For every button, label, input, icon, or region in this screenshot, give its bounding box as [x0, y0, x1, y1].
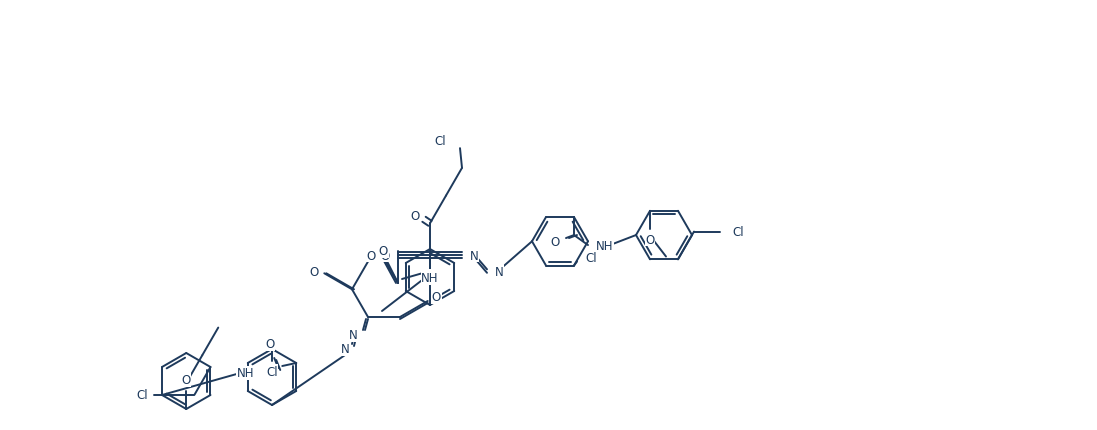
Text: O: O — [381, 249, 391, 262]
Text: O: O — [366, 249, 376, 262]
Text: Cl: Cl — [137, 388, 148, 401]
Text: O: O — [645, 233, 655, 246]
Text: N: N — [349, 329, 358, 342]
Text: NH: NH — [421, 270, 439, 283]
Text: Cl: Cl — [585, 252, 597, 264]
Text: O: O — [432, 291, 441, 304]
Text: O: O — [551, 235, 559, 248]
Text: NH: NH — [596, 239, 613, 252]
Text: O: O — [309, 265, 318, 278]
Text: O: O — [182, 373, 191, 386]
Text: O: O — [410, 209, 420, 222]
Text: N: N — [341, 343, 350, 356]
Text: N: N — [470, 249, 478, 262]
Text: NH: NH — [421, 271, 439, 284]
Text: Cl: Cl — [732, 226, 744, 239]
Text: NH: NH — [237, 367, 255, 380]
Text: N: N — [495, 265, 504, 278]
Text: O: O — [265, 337, 275, 350]
Text: Cl: Cl — [267, 365, 278, 378]
Text: O: O — [378, 245, 388, 258]
Text: Cl: Cl — [434, 134, 446, 147]
